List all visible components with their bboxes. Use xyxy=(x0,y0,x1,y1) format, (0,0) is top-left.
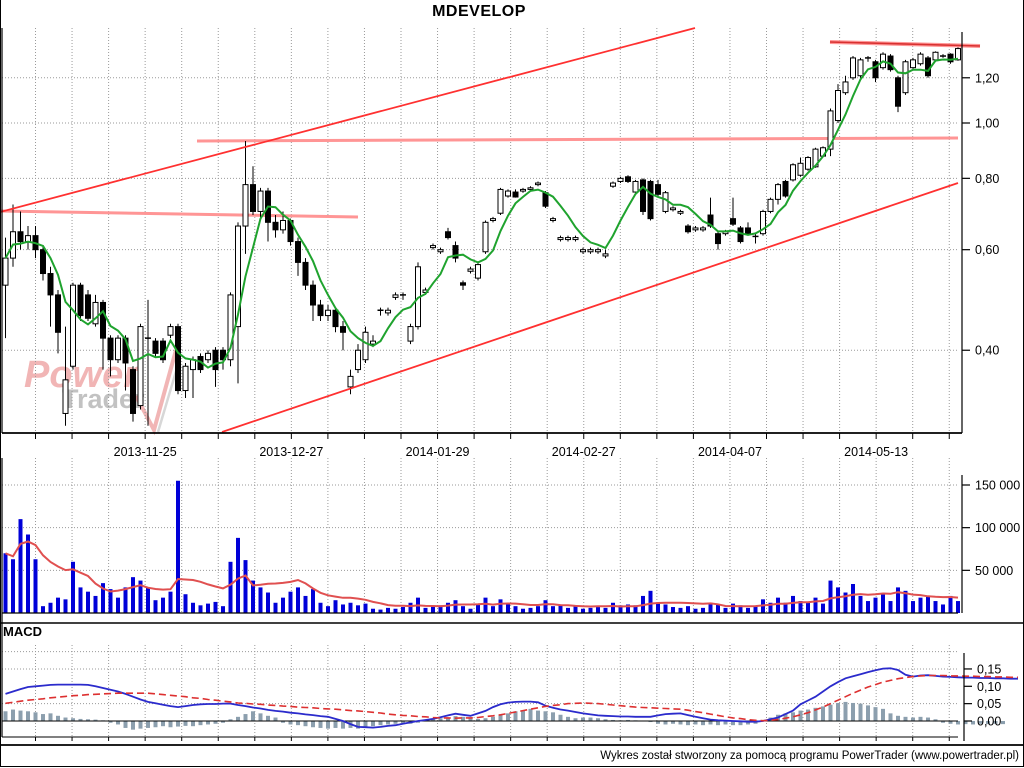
trendlines-over xyxy=(0,27,981,433)
trendline-resistance-top-flat xyxy=(829,41,981,47)
x-axis-date-label: 2014-04-07 xyxy=(698,445,762,459)
volume-axis-label: 50 000 xyxy=(975,564,1013,578)
chart-title: MDEVELOP xyxy=(432,3,526,20)
macd-axis-label: 0,10 xyxy=(977,680,1001,694)
volume-ma-line xyxy=(5,540,959,608)
footer-credit-text: Wykres został stworzony za pomocą progra… xyxy=(600,750,1019,762)
macd-panel-label: MACD xyxy=(3,624,42,639)
candlesticks xyxy=(2,44,961,426)
trendline-resistance-mid-flat xyxy=(196,136,959,143)
price-axis-label: 1,00 xyxy=(975,117,999,131)
x-axis-date-label: 2013-12-27 xyxy=(259,445,323,459)
trendline-resistance-left-flat xyxy=(0,209,359,219)
watermark-power-text: Power xyxy=(24,354,139,396)
volume-bars xyxy=(3,480,960,613)
macd-histogram xyxy=(3,701,1005,730)
gridlines xyxy=(2,28,958,737)
macd-axis-label: 0,00 xyxy=(977,715,1001,729)
axes: 2013-11-25 2013-12-27 2014-01-29 2014-02-27… xyxy=(0,28,1024,746)
trendline-channel-lower-rising xyxy=(221,182,959,433)
macd-axis-label: 0,15 xyxy=(977,662,1001,676)
macd-axis-label: 0,05 xyxy=(977,697,1001,711)
trendline-wedge-upper-rising xyxy=(0,27,696,213)
price-axis-label: 1,20 xyxy=(975,71,999,85)
price-axis-label: 0,80 xyxy=(975,172,999,186)
macd-line xyxy=(5,667,1018,729)
price-axis-label: 0,60 xyxy=(975,243,999,257)
price-axis-label: 0,40 xyxy=(975,344,999,358)
volume-axis-label: 150 000 xyxy=(975,479,1020,493)
x-axis-date-label: 2014-02-27 xyxy=(552,445,616,459)
x-axis-date-label: 2014-01-29 xyxy=(406,445,470,459)
price-ma-line xyxy=(4,57,959,369)
x-axis-date-label: 2014-05-13 xyxy=(844,445,908,459)
macd-signal-line xyxy=(5,674,1018,722)
volume-axis-label: 100 000 xyxy=(975,521,1020,535)
x-axis-date-label: 2013-11-25 xyxy=(114,445,177,459)
